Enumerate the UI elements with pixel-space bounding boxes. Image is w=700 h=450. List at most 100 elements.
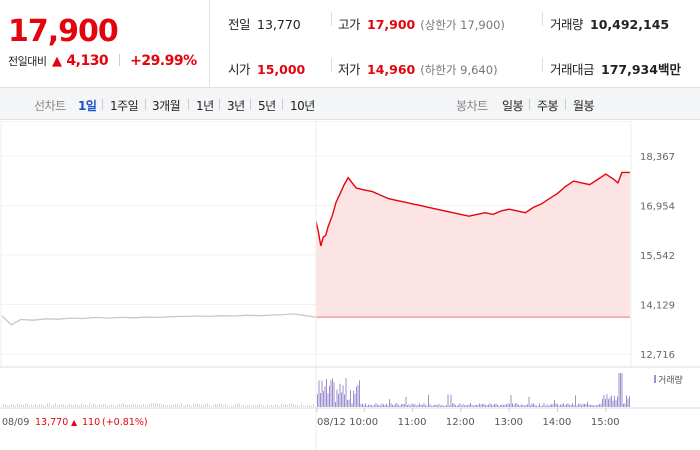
tab-monthly-candle[interactable]: 월봉 bbox=[573, 99, 595, 113]
volume-bar bbox=[617, 396, 618, 407]
volume-bar bbox=[309, 405, 310, 407]
volume-bar bbox=[432, 405, 434, 407]
volume-bar bbox=[267, 404, 268, 407]
volume-bar bbox=[387, 405, 389, 407]
prev-day-line bbox=[1, 313, 317, 326]
volume-bar bbox=[171, 405, 172, 407]
today-area bbox=[316, 172, 630, 318]
volume-bar bbox=[480, 404, 482, 407]
volume-bar bbox=[479, 403, 480, 407]
volume-bar bbox=[27, 404, 28, 407]
volume-bar bbox=[591, 404, 593, 407]
volume-bar bbox=[265, 405, 266, 407]
volume-bar bbox=[381, 403, 383, 407]
volume-bar bbox=[147, 405, 148, 407]
volume-bar bbox=[408, 404, 410, 407]
volume-bar bbox=[211, 405, 212, 407]
y-tick-label: 12,716 bbox=[640, 350, 675, 361]
volume-bar bbox=[317, 394, 318, 407]
volume-bar bbox=[217, 403, 218, 407]
volume-bar bbox=[614, 396, 615, 407]
volume-bar bbox=[459, 403, 461, 407]
volume-bar bbox=[161, 404, 162, 407]
volume-bar bbox=[223, 405, 224, 407]
volume-bar bbox=[449, 405, 450, 407]
low-value: 14,960 bbox=[367, 62, 416, 77]
tab-3m[interactable]: 3개월 bbox=[152, 99, 181, 113]
price-chart: 18,367 16,954 15,542 14,129 12,716 거래량 08/12… bbox=[0, 121, 700, 450]
volume-bar bbox=[167, 405, 168, 407]
volume-bar bbox=[443, 406, 444, 407]
volume-bar bbox=[195, 404, 196, 407]
volume-bar bbox=[554, 400, 555, 407]
volume-bar bbox=[609, 397, 611, 407]
volume-bar bbox=[414, 404, 416, 407]
quote-header: 17,900 전일대비 ▲ 4,130 +29.99% 전일 13,770 고가 1… bbox=[0, 0, 700, 88]
volume-bar bbox=[515, 403, 516, 407]
volume-bar bbox=[384, 405, 386, 407]
volume-bar bbox=[483, 403, 485, 407]
volume-bar bbox=[89, 403, 90, 407]
volume-bar bbox=[533, 403, 534, 407]
volume-bar bbox=[618, 373, 620, 407]
volume-bar bbox=[570, 405, 572, 407]
volume-bar bbox=[477, 404, 479, 407]
tab-1y[interactable]: 1년 bbox=[196, 99, 214, 113]
volume-bar bbox=[95, 404, 96, 407]
change-rate: +29.99% bbox=[130, 53, 197, 69]
volume-bar bbox=[177, 403, 178, 407]
volume-bar bbox=[438, 404, 440, 407]
volume-bar bbox=[47, 403, 48, 407]
volume-bar bbox=[63, 403, 64, 407]
volume-bar bbox=[127, 404, 128, 407]
tab-1w[interactable]: 1주일 bbox=[110, 99, 139, 113]
volume-bar bbox=[395, 403, 396, 407]
volume-bar bbox=[368, 404, 369, 407]
quote-divider bbox=[331, 12, 332, 26]
volume-bar bbox=[119, 403, 120, 407]
tab-divider bbox=[188, 99, 189, 110]
volume-bar bbox=[491, 404, 492, 407]
tab-weekly-candle[interactable]: 주봉 bbox=[537, 99, 559, 113]
volume-bar bbox=[183, 405, 184, 407]
volume-bars bbox=[3, 373, 630, 407]
high-label: 고가 bbox=[338, 17, 361, 32]
volume-bar bbox=[35, 403, 36, 407]
low-price: 저가 14,960 (하한가 9,640) bbox=[338, 59, 498, 78]
quote-divider bbox=[542, 12, 543, 26]
prev-day-change: 110 bbox=[82, 417, 100, 428]
tab-daily-candle[interactable]: 일봉 bbox=[502, 99, 524, 113]
volume-bar bbox=[41, 404, 42, 407]
x-tick-label: 08/12 bbox=[317, 417, 346, 428]
volume-bar bbox=[7, 405, 8, 407]
tab-5y[interactable]: 5년 bbox=[258, 99, 276, 113]
price-summary: 17,900 전일대비 ▲ 4,130 +29.99% bbox=[0, 0, 210, 88]
volume-bar bbox=[115, 405, 116, 407]
volume-bar bbox=[67, 405, 68, 407]
volume-bar bbox=[623, 403, 624, 407]
change-label: 전일대비 bbox=[8, 55, 47, 68]
volume-bar bbox=[465, 405, 467, 407]
tab-3y[interactable]: 3년 bbox=[227, 99, 245, 113]
volume-bar bbox=[416, 405, 417, 407]
volume-bar bbox=[213, 405, 214, 407]
tab-1d[interactable]: 1일 bbox=[78, 99, 97, 113]
volume-bar bbox=[255, 405, 256, 407]
volume-bar bbox=[239, 403, 240, 407]
x-tick-label: 14:00 bbox=[543, 417, 572, 428]
volume-bar bbox=[348, 399, 350, 407]
volume-bar bbox=[105, 404, 106, 407]
volume-bar bbox=[201, 404, 202, 407]
tab-10y[interactable]: 10년 bbox=[290, 99, 315, 113]
volume-bar bbox=[23, 405, 24, 407]
volume-bar bbox=[473, 405, 474, 407]
volume-bar bbox=[75, 404, 76, 407]
volume-bar bbox=[536, 405, 537, 407]
volume-bar bbox=[435, 404, 437, 407]
volume-bar bbox=[456, 405, 458, 407]
change-divider bbox=[118, 54, 120, 66]
volume-bar bbox=[321, 380, 323, 407]
volume-bar bbox=[59, 404, 60, 407]
volume-bar bbox=[602, 398, 603, 407]
open-value: 15,000 bbox=[257, 62, 306, 77]
